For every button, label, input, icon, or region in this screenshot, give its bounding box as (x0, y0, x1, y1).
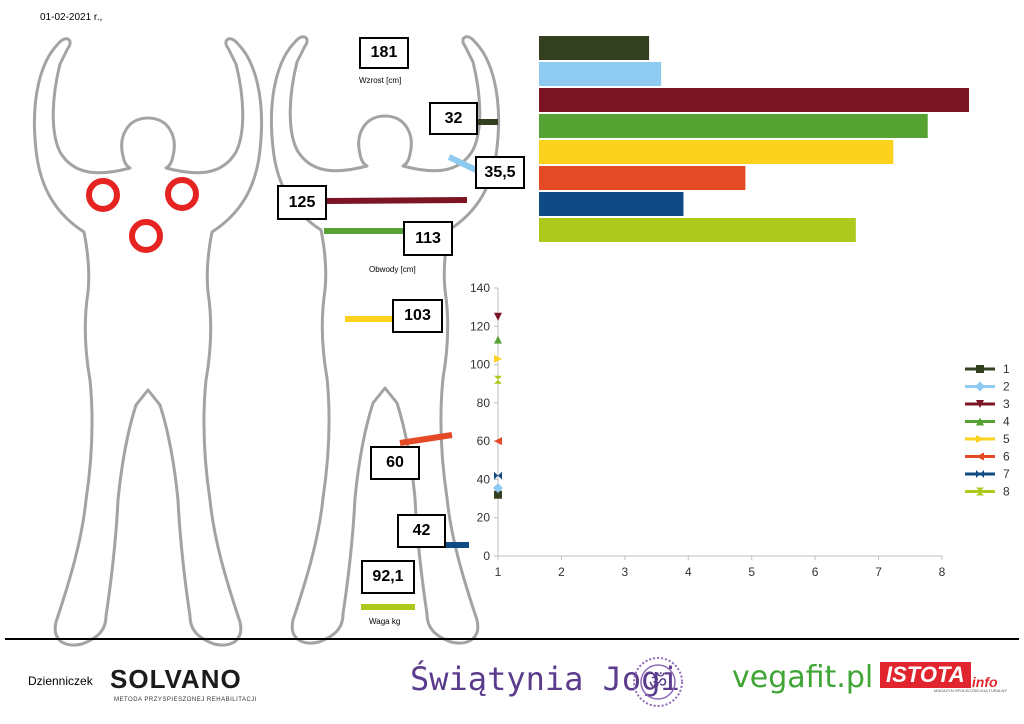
legend-label-6: 6 (1003, 450, 1010, 464)
scatter-point-8 (494, 375, 502, 384)
vegafit-logo: vegafit.pl (732, 660, 874, 695)
legend-marker-3 (976, 400, 984, 408)
measure-value-4: 113 (403, 221, 453, 256)
x-tick-label: 3 (622, 565, 629, 579)
weight-caption: Waga kg (369, 617, 401, 626)
legend-marker-1 (976, 365, 984, 373)
measure-value-6: 60 (370, 446, 420, 480)
footer-label: Dzienniczek (28, 674, 93, 688)
legend-marker-7 (976, 470, 984, 478)
legend-label-1: 1 (1003, 362, 1010, 376)
bar-2 (539, 62, 662, 86)
scatter-point-2 (493, 483, 503, 494)
footer-divider (5, 638, 1019, 640)
weight-value: 92,1 (361, 560, 415, 594)
y-tick-label: 80 (477, 396, 491, 410)
x-tick-label: 4 (685, 565, 692, 579)
figure-back-outline (32, 37, 264, 647)
legend-marker-6 (976, 452, 984, 461)
pain-marker-mid-back (129, 219, 163, 253)
measure-line-6 (399, 432, 453, 446)
om-seal-icon: ॐ (633, 657, 683, 707)
bar-6 (539, 166, 746, 190)
scatter-point-3 (494, 312, 502, 321)
measure-line-3 (325, 197, 468, 204)
circumference-caption: Obwody [cm] (369, 265, 416, 274)
measure-value-3: 125 (277, 185, 327, 220)
pain-marker-right-shoulder (165, 177, 199, 211)
legend-label-2: 2 (1003, 380, 1010, 394)
scatter-chart: 0 20 40 60 80 100 120 140 1 2 3 4 5 6 7 8 1 2 3 4 5 6 7 8 (470, 281, 1010, 579)
x-tick-label: 6 (812, 565, 819, 579)
bar-4 (539, 114, 928, 138)
height-value: 181 (359, 37, 409, 69)
measure-value-7: 42 (397, 514, 446, 548)
y-tick-label: 60 (477, 434, 491, 448)
pain-marker-left-shoulder (86, 178, 120, 212)
y-tick-label: 100 (470, 358, 490, 372)
y-tick-label: 40 (477, 472, 491, 486)
legend-marker-2 (975, 381, 985, 392)
istota-logo: ISTOTA (880, 662, 971, 688)
bar-5 (539, 140, 894, 164)
legend-label-3: 3 (1003, 397, 1010, 411)
height-caption: Wzrost [cm] (359, 76, 402, 85)
scatter-point-7 (494, 471, 502, 480)
bar-1 (539, 36, 650, 60)
measure-value-2: 35,5 (475, 156, 525, 189)
y-tick-label: 0 (483, 549, 490, 563)
istota-tagline: MAGAZYN SPOŁECZNO-KULTURALNY (934, 688, 1008, 693)
solvano-logo: SOLVANO (110, 664, 242, 694)
x-tick-label: 1 (495, 565, 502, 579)
bar-chart (539, 36, 969, 242)
scatter-point-4 (494, 335, 502, 344)
legend-label-7: 7 (1003, 467, 1010, 481)
legend-marker-5 (976, 435, 984, 443)
y-tick-label: 120 (470, 319, 490, 333)
solvano-tagline: METODA PRZYSPIESZONEJ REHABILITACJI (114, 697, 257, 703)
svg-text:ॐ: ॐ (649, 670, 667, 694)
y-tick-label: 140 (470, 281, 490, 295)
istota-info-suffix: .info (968, 674, 998, 690)
scatter-point-5 (494, 354, 502, 363)
measure-value-5: 103 (392, 299, 443, 333)
bar-7 (539, 192, 684, 216)
scatter-point-6 (494, 437, 502, 446)
scatter-point-1 (494, 490, 502, 499)
legend-label-8: 8 (1003, 485, 1010, 499)
joga-logo: Świątynia Jogi (410, 660, 680, 698)
y-tick-label: 20 (477, 511, 491, 525)
legend-label-4: 4 (1003, 415, 1010, 429)
x-tick-label: 5 (748, 565, 755, 579)
x-tick-label: 2 (558, 565, 565, 579)
bar-8 (539, 218, 856, 242)
measure-line-2 (447, 154, 478, 173)
date-label: 01-02-2021 r., (40, 12, 103, 23)
legend-label-5: 5 (1003, 432, 1010, 446)
bar-3 (539, 88, 969, 112)
legend-marker-8 (976, 487, 984, 496)
figure-front-outline (269, 35, 501, 645)
measure-value-1: 32 (429, 102, 478, 135)
legend-marker-4 (976, 417, 984, 426)
x-tick-label: 7 (875, 565, 882, 579)
x-tick-label: 8 (939, 565, 946, 579)
